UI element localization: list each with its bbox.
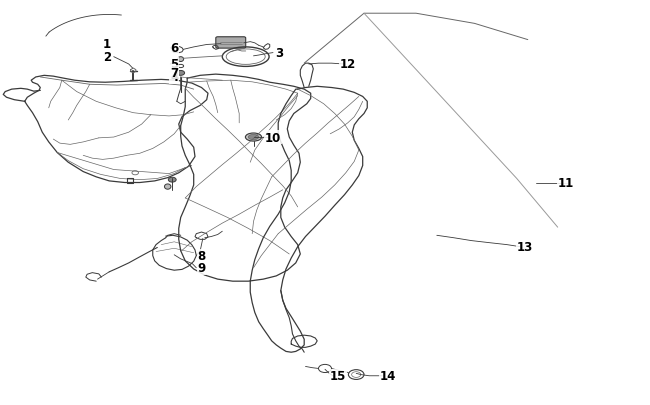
Ellipse shape xyxy=(246,134,261,142)
Text: 12: 12 xyxy=(339,58,356,71)
Ellipse shape xyxy=(248,135,259,140)
Text: 5: 5 xyxy=(170,58,178,71)
Text: 13: 13 xyxy=(517,241,534,254)
Ellipse shape xyxy=(178,58,184,62)
Text: 1: 1 xyxy=(103,38,111,51)
Ellipse shape xyxy=(164,184,171,190)
Text: 14: 14 xyxy=(379,369,396,382)
Text: 7: 7 xyxy=(170,66,178,79)
Text: 6: 6 xyxy=(170,42,178,55)
Circle shape xyxy=(168,178,176,183)
FancyBboxPatch shape xyxy=(216,38,246,49)
Circle shape xyxy=(177,71,185,76)
Text: 4: 4 xyxy=(170,71,178,84)
Text: 2: 2 xyxy=(103,51,111,64)
Text: 9: 9 xyxy=(198,262,205,275)
Text: 15: 15 xyxy=(330,369,346,382)
Text: 8: 8 xyxy=(198,249,205,262)
Text: 11: 11 xyxy=(558,177,573,190)
Text: 3: 3 xyxy=(276,47,283,60)
Text: 10: 10 xyxy=(265,131,281,144)
